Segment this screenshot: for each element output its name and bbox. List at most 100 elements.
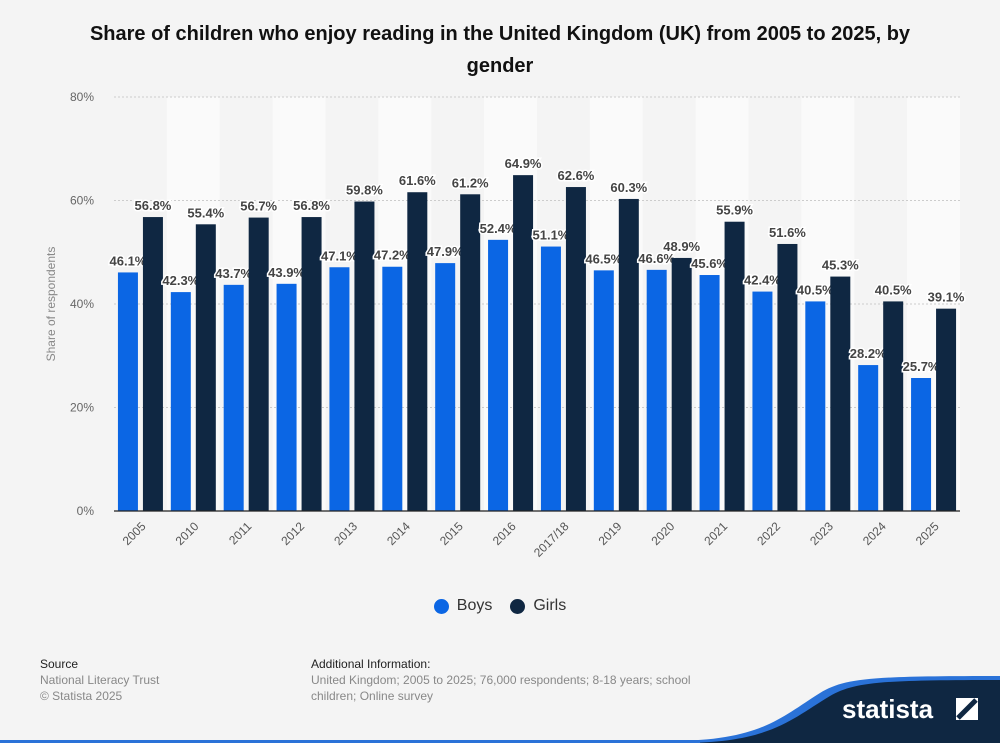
bar-girls (936, 308, 957, 511)
info-line-1: United Kingdom; 2005 to 2025; 76,000 res… (311, 673, 691, 687)
data-label-boys: 46.6% (638, 251, 675, 266)
y-tick-label: 60% (70, 194, 94, 208)
legend: Boys Girls (0, 597, 1000, 615)
x-tick-label: 2024 (860, 519, 889, 548)
data-label-boys: 51.1% (533, 228, 570, 243)
bar-boys (752, 291, 773, 511)
footer-stripe (0, 740, 700, 743)
source-heading: Source (40, 657, 79, 671)
legend-label-boys: Boys (456, 597, 493, 614)
x-tick-label: 2012 (278, 519, 307, 548)
source-name[interactable]: National Literacy Trust (40, 673, 160, 687)
data-label-girls: 55.9% (716, 203, 753, 218)
bar-boys (117, 272, 138, 511)
data-label-boys: 43.9% (268, 265, 305, 280)
bar-girls (460, 194, 481, 512)
bar-boys (805, 301, 826, 511)
data-label-boys: 45.6% (691, 256, 728, 271)
bar-boys (170, 292, 191, 511)
data-label-boys: 42.3% (162, 273, 199, 288)
x-tick-label: 2010 (173, 519, 202, 548)
copyright: © Statista 2025 (40, 689, 123, 703)
bar-girls (671, 257, 692, 511)
bar-girls (248, 217, 269, 511)
data-label-boys: 52.4% (480, 221, 517, 236)
x-tick-label: 2025 (913, 519, 942, 548)
x-tick-label: 2023 (807, 519, 836, 548)
data-label-girls: 48.9% (663, 239, 700, 254)
y-tick-label: 20% (70, 401, 94, 415)
bar-girls (407, 192, 428, 511)
svg-text:statista: statista (842, 694, 934, 724)
y-tick-label: 0% (77, 504, 95, 518)
legend-item-girls[interactable]: Girls (510, 597, 566, 615)
bar-boys (488, 239, 509, 511)
data-label-girls: 64.9% (505, 156, 542, 171)
x-tick-label: 2011 (226, 519, 254, 547)
bar-girls (777, 243, 798, 511)
data-label-girls: 62.6% (558, 168, 595, 183)
x-tick-label: 2015 (437, 519, 466, 548)
data-label-boys: 46.5% (585, 251, 622, 266)
legend-marker-boys (433, 598, 449, 614)
y-axis-title: Share of respondents (44, 247, 58, 362)
y-tick-label: 40% (70, 297, 94, 311)
bar-girls (301, 217, 322, 511)
data-label-boys: 47.1% (321, 248, 358, 263)
bar-boys (540, 246, 561, 511)
chart-title: Share of children who enjoy reading in t… (89, 23, 911, 77)
x-tick-label: 2005 (120, 519, 149, 548)
data-label-girls: 51.6% (769, 225, 806, 240)
x-tick-label: 2016 (490, 519, 519, 548)
legend-item-boys[interactable]: Boys (433, 597, 493, 615)
bar-boys (276, 283, 297, 511)
data-label-girls: 39.1% (928, 290, 965, 305)
x-tick-label: 2013 (331, 519, 360, 548)
x-tick-label: 2020 (649, 519, 678, 548)
bar-girls (142, 217, 163, 511)
x-tick-label: 2022 (754, 519, 783, 548)
data-label-boys: 28.2% (850, 346, 887, 361)
legend-marker-girls (510, 598, 526, 614)
bar-boys (911, 378, 932, 511)
bar-girls (565, 187, 586, 512)
data-label-boys: 42.4% (744, 273, 781, 288)
x-tick-label: 2014 (384, 519, 413, 548)
data-label-girls: 45.3% (822, 258, 859, 273)
data-label-girls: 60.3% (610, 180, 647, 195)
legend-label-girls: Girls (533, 597, 567, 614)
bar-girls (618, 198, 639, 511)
data-label-boys: 43.7% (215, 266, 252, 281)
bar-boys (329, 267, 350, 511)
bar-boys (382, 266, 403, 511)
source-block: Source National Literacy Trust © Statist… (40, 656, 159, 704)
bar-girls (195, 224, 216, 511)
data-label-girls: 61.2% (452, 175, 489, 190)
bar-boys (593, 270, 614, 511)
x-tick-label: 2017/18 (531, 519, 572, 560)
info-line-2: children; Online survey (311, 689, 434, 703)
data-label-boys: 40.5% (797, 282, 834, 297)
bar-boys (699, 275, 720, 511)
data-label-boys: 25.7% (903, 359, 940, 374)
y-tick-label: 80% (70, 90, 94, 104)
statista-logo[interactable]: statista (670, 668, 1000, 743)
data-label-boys: 47.9% (427, 244, 464, 259)
data-label-girls: 56.8% (135, 198, 172, 213)
data-label-boys: 46.1% (110, 253, 147, 268)
data-label-girls: 59.8% (346, 183, 383, 198)
bar-girls (354, 201, 375, 511)
bar-girls (830, 276, 851, 511)
bar-girls (724, 221, 745, 511)
bar-chart: 0% 20% 40% 60% 80% Share of respondents 46.1% 5… (44, 90, 966, 560)
x-tick-label: 2019 (596, 519, 625, 548)
bar-boys (858, 365, 879, 511)
info-heading: Additional Information: (311, 657, 431, 671)
data-label-girls: 55.4% (187, 205, 224, 220)
data-label-girls: 56.8% (293, 198, 330, 213)
additional-info: Additional Information: United Kingdom; … (311, 656, 691, 704)
bar-girls (513, 175, 534, 511)
bar-boys (646, 269, 667, 511)
data-label-girls: 56.7% (240, 199, 277, 214)
